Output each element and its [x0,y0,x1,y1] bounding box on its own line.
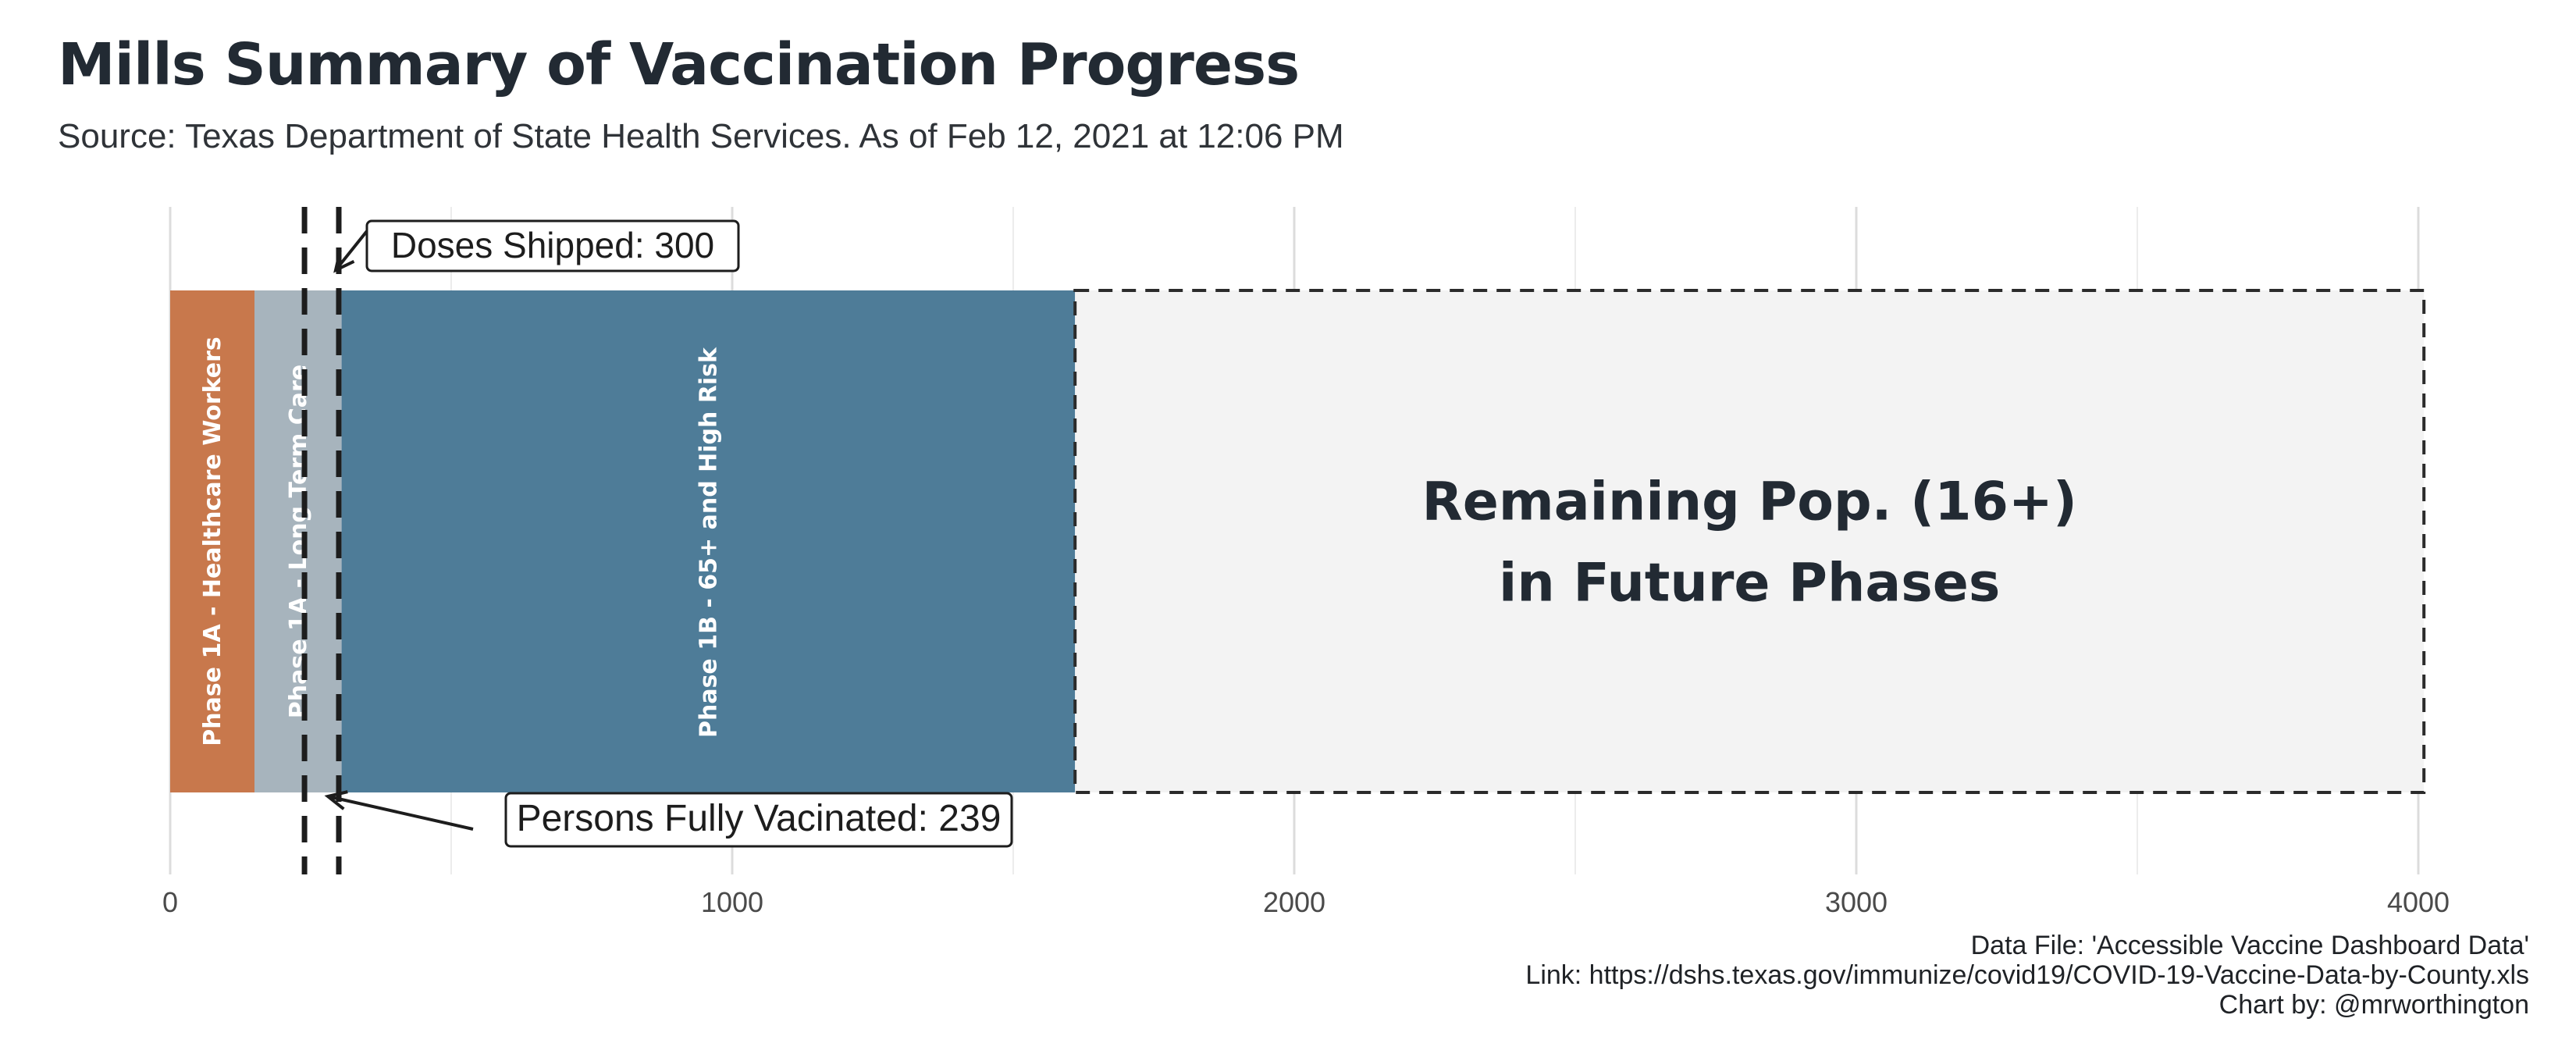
annotation-arrowhead-1 [324,790,348,810]
annotation-arrowhead-0 [333,250,355,273]
bar-label-3: Remaining Pop. (16+) in Future Phases [1421,472,2077,614]
x-tick-label: 4000 [2387,886,2450,918]
footer-data-file: Data File: 'Accessible Vaccine Dashboard… [1970,931,2529,960]
bar-segments [170,289,2426,794]
x-axis-ticks: 0 1000 2000 3000 4000 [162,886,2450,918]
bar-label-line: in Future Phases [1499,553,2000,614]
bar-segment-3 [1073,289,2426,794]
bar-label-2: Phase 1B - 65+ and High Risk [695,347,722,738]
bar-segment-1 [254,290,342,792]
bar-segment-2 [341,290,1076,792]
x-tick-label: 3000 [1825,886,1888,918]
footer-link: Link: https://dshs.texas.gov/immunize/co… [1525,960,2529,990]
bar-label-1: Phase 1A - Long Term Care [285,365,312,718]
chart-footer: Data File: 'Accessible Vaccine Dashboard… [1525,931,2529,1020]
x-tick-label: 2000 [1263,886,1325,918]
annotation-arrow-1 [327,795,474,831]
bar-labels: Phase 1A - Healthcare Workers Phase 1A - … [199,336,2077,746]
annotation-box-1 [504,792,1013,848]
chart-subtitle: Source: Texas Department of State Health… [58,117,1344,155]
reference-lines: Doses Shipped: 300 Persons Fully Vacinate… [301,207,1013,874]
x-tick-label: 1000 [701,886,763,918]
bar-label-line: Remaining Pop. (16+) [1421,472,2077,533]
footer-credit: Chart by: @mrworthington [2218,990,2529,1020]
annotation-box-0 [365,219,740,272]
annotation-arrow-0 [334,230,368,272]
annotation-label-0: Doses Shipped: 300 [391,225,714,265]
bar-segment-0 [170,290,254,792]
x-tick-label: 0 [162,886,178,918]
annotation-label-1: Persons Fully Vacinated: 239 [517,798,1002,839]
bar-label-0: Phase 1A - Healthcare Workers [199,336,226,746]
chart-title: Mills Summary of Vaccination Progress [58,31,1300,98]
